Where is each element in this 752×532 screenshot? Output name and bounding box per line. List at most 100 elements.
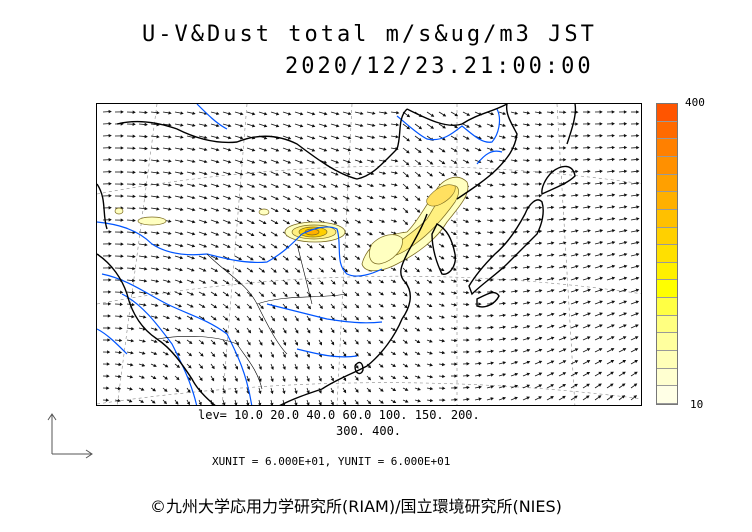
- wind-arrow-head: [393, 207, 398, 211]
- wind-arrow-head: [344, 280, 348, 285]
- wind-arrow-head: [428, 256, 433, 260]
- wind-arrow-head: [251, 148, 256, 152]
- wind-arrow-head: [108, 157, 112, 162]
- wind-arrow-head: [334, 196, 339, 200]
- wind-arrow-head: [575, 324, 579, 328]
- wind-arrow-head: [575, 264, 579, 269]
- wind-arrow-head: [575, 288, 579, 293]
- wind-arrow-head: [587, 122, 591, 126]
- wind-arrow-head: [179, 255, 184, 260]
- wind-arrow-head: [514, 384, 519, 388]
- wind-arrow-head: [563, 122, 567, 126]
- wind-arrow-head: [538, 348, 543, 352]
- legend-swatch: [657, 227, 677, 246]
- wind-arrow-head: [120, 290, 124, 294]
- wind-arrow-head: [343, 401, 347, 405]
- wind-arrow-head: [380, 316, 384, 320]
- wind-arrow-head: [299, 124, 304, 128]
- wind-arrow-head: [224, 317, 229, 321]
- wind-arrow-head: [323, 172, 327, 176]
- wind-arrow-head: [406, 113, 411, 118]
- wind-arrow-head: [453, 243, 457, 247]
- wind-arrow-head: [622, 336, 627, 340]
- wind-arrow-head: [192, 123, 196, 127]
- wind-arrow-head: [550, 372, 555, 376]
- wind-arrow-head: [258, 402, 262, 405]
- wind-arrow-head: [624, 193, 628, 197]
- wind-arrow-head: [454, 398, 458, 402]
- wind-arrow-head: [263, 148, 268, 152]
- wind-arrow-head: [611, 169, 616, 173]
- wind-arrow-head: [156, 195, 160, 199]
- wind-arrow-head: [429, 375, 434, 379]
- wind-arrow-head: [621, 395, 626, 399]
- wind-arrow-head: [355, 304, 360, 309]
- wind-arrow-head: [238, 269, 242, 273]
- wind-arrow-head: [213, 292, 218, 297]
- wind-arrow-head: [441, 303, 445, 307]
- wind-arrow-head: [490, 325, 494, 330]
- wind-arrow-head: [344, 244, 349, 248]
- wind-arrow-head: [563, 276, 567, 281]
- wind-arrow-head: [379, 352, 384, 356]
- wind-arrow-head: [430, 113, 435, 117]
- wind-arrow-head: [538, 182, 543, 186]
- wind-arrow-head: [239, 220, 244, 224]
- wind-arrow-head: [562, 348, 567, 352]
- dust-area-west: [137, 216, 167, 226]
- wind-arrow-head: [367, 388, 372, 393]
- wind-arrow-head: [275, 196, 279, 200]
- wind-arrow-head: [538, 265, 543, 269]
- wind-arrow-head: [538, 336, 543, 341]
- wind-arrow-head: [634, 371, 638, 375]
- wind-arrow-head: [275, 124, 280, 128]
- wind-arrow-head: [143, 315, 147, 319]
- wind-arrow-head: [132, 218, 136, 223]
- wind-arrow-head: [514, 194, 518, 199]
- wind-arrow-head: [440, 244, 445, 248]
- wind-arrow-head: [392, 267, 397, 271]
- wind-arrow-head: [405, 162, 410, 166]
- wind-arrow-head: [514, 158, 518, 163]
- wind-arrow-head: [429, 363, 433, 367]
- wind-arrow-head: [587, 193, 591, 197]
- wind-arrow-head: [453, 220, 457, 224]
- wind-arrow-head: [156, 255, 160, 259]
- wind-arrow-head: [405, 197, 409, 202]
- wind-arrow-head: [563, 229, 567, 233]
- wind-arrow-head: [599, 264, 604, 269]
- wind-arrow-head: [587, 134, 591, 138]
- wind-arrow-head: [586, 371, 591, 375]
- wind-arrow-head: [526, 277, 531, 281]
- wind-arrow-head: [225, 305, 229, 309]
- wind-arrow-head: [465, 278, 470, 283]
- wind-arrow-head: [586, 383, 590, 387]
- wind-arrow-head: [262, 245, 266, 249]
- wind-arrow-head: [623, 217, 628, 221]
- wind-arrow-head: [156, 159, 160, 163]
- wind-arrow-head: [575, 122, 579, 126]
- wind-arrow-head: [551, 265, 555, 269]
- wind-arrow-head: [227, 244, 231, 248]
- wind-arrow-head: [454, 362, 458, 366]
- wind-arrow-head: [550, 205, 555, 210]
- legend-swatch: [657, 315, 677, 334]
- wind-arrow-head: [599, 312, 603, 316]
- wind-arrow-head: [526, 301, 531, 305]
- wind-arrow-head: [234, 378, 238, 382]
- wind-arrow-head: [466, 302, 470, 307]
- wind-arrow-head: [490, 361, 495, 365]
- wind-arrow-head: [284, 293, 288, 298]
- wind-arrow-head: [635, 264, 640, 269]
- wind-arrow-head: [636, 145, 640, 150]
- wind-arrow-head: [287, 148, 292, 152]
- wind-arrow-head: [180, 159, 184, 163]
- wind-arrow-head: [296, 269, 301, 273]
- wind-arrow-head: [587, 276, 591, 281]
- wind-arrow-head: [227, 184, 232, 188]
- wind-arrow-head: [154, 339, 158, 343]
- wind-arrow-head: [465, 148, 470, 152]
- wind-arrow-head: [132, 134, 136, 138]
- wind-arrow-head: [611, 252, 616, 257]
- wind-arrow-head: [623, 157, 628, 162]
